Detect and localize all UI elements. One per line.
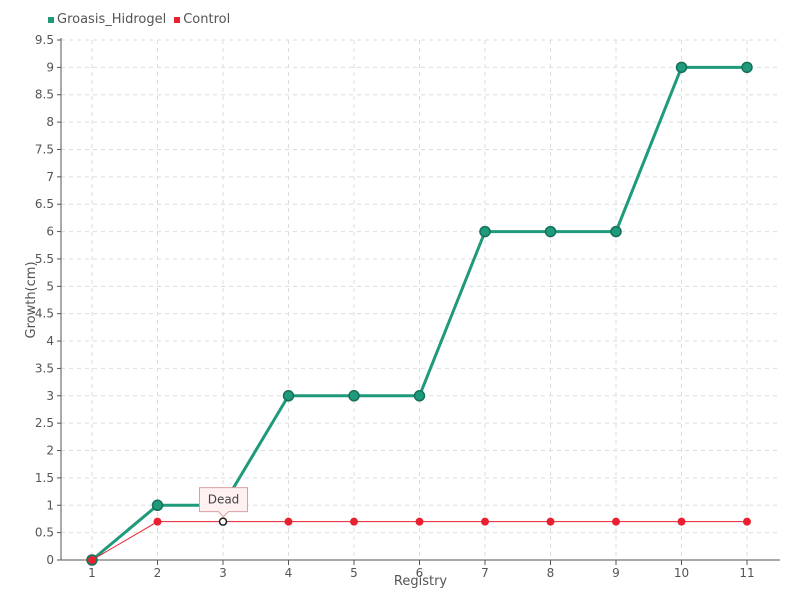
y-tick-label: 3 xyxy=(46,389,54,403)
legend-label-groasis-hidrogel: Groasis_Hidrogel xyxy=(57,12,167,27)
annotation-marker xyxy=(218,517,228,526)
annotation-tooltip: Dead xyxy=(199,487,248,518)
x-tick-label: 11 xyxy=(739,566,754,580)
data-point-groasis-hidrogel[interactable] xyxy=(413,390,426,402)
y-tick-label: 2.5 xyxy=(35,416,54,430)
x-tick-label: 10 xyxy=(674,566,689,580)
data-point-control[interactable] xyxy=(481,517,489,526)
y-tick-label: 7 xyxy=(46,170,54,184)
data-point-control[interactable] xyxy=(415,517,424,526)
data-point-control[interactable] xyxy=(153,517,162,526)
grid-layer xyxy=(61,39,780,560)
y-tick-label: 4 xyxy=(46,334,54,348)
axis-layer: 0 0.5 1 1.5 2 2.5 3 3.5 4 4.5 5 5.5 6 6.5 7 7.5 8 8.5 9 9.5… xyxy=(35,33,780,580)
x-tick-label: 8 xyxy=(547,566,555,580)
data-point-groasis-hidrogel[interactable] xyxy=(544,225,557,238)
x-tick-label: 3 xyxy=(219,566,227,580)
y-tick-label: 6 xyxy=(46,225,54,239)
y-tick-label: 9 xyxy=(46,60,54,74)
tooltip-text: Dead xyxy=(208,493,240,507)
data-point-control[interactable] xyxy=(284,517,293,526)
x-tick-label: 6 xyxy=(416,566,424,580)
data-point-control[interactable] xyxy=(677,517,686,526)
y-tick-label: 5 xyxy=(46,279,54,293)
y-tick-label: 4.5 xyxy=(35,307,54,321)
data-point-control[interactable] xyxy=(612,517,620,526)
tooltip-box xyxy=(199,487,248,518)
data-point-groasis-hidrogel[interactable] xyxy=(675,61,688,74)
legend-label-control: Control xyxy=(183,12,231,27)
data-point-control[interactable] xyxy=(350,517,358,526)
y-tick-label: 0.5 xyxy=(35,526,54,540)
x-tick-label: 1 xyxy=(88,566,96,580)
data-point-control[interactable] xyxy=(546,517,555,526)
chart-legend: Groasis_Hidrogel Control xyxy=(48,12,230,27)
x-tick-label: 2 xyxy=(154,566,162,580)
legend-swatch-groasis-hidrogel xyxy=(48,16,54,23)
y-tick-label: 8 xyxy=(46,115,54,129)
y-tick-label: 7.5 xyxy=(35,142,54,156)
y-tick-label: 8.5 xyxy=(35,88,54,102)
data-point-groasis-hidrogel[interactable] xyxy=(348,390,360,402)
data-point-control[interactable] xyxy=(88,556,96,564)
x-tick-label: 5 xyxy=(350,566,358,580)
data-point-control[interactable] xyxy=(743,517,751,526)
x-tick-label: 7 xyxy=(481,566,489,580)
y-tick-label: 3.5 xyxy=(35,361,54,375)
y-tick-label: 1.5 xyxy=(35,471,54,485)
y-tick-label: 2 xyxy=(46,444,54,458)
data-point-groasis-hidrogel[interactable] xyxy=(479,225,491,238)
x-tick-label: 9 xyxy=(612,566,620,580)
legend-item-control[interactable]: Control xyxy=(174,12,230,27)
annotation-layer: Dead xyxy=(199,487,248,526)
y-tick-label: 1 xyxy=(46,498,54,512)
data-point-groasis-hidrogel[interactable] xyxy=(151,499,164,512)
data-point-groasis-hidrogel[interactable] xyxy=(282,390,295,402)
legend-swatch-control xyxy=(174,16,181,23)
x-axis-title: Registry xyxy=(394,574,448,589)
legend-item-groasis-hidrogel[interactable]: Groasis_Hidrogel xyxy=(48,12,166,27)
y-axis-title: Growth(cm) xyxy=(24,261,39,338)
y-tick-label: 9.5 xyxy=(35,33,54,47)
x-tick-label: 4 xyxy=(285,566,293,580)
y-tick-label: 0 xyxy=(46,553,54,567)
y-tick-label: 6.5 xyxy=(35,197,54,211)
y-tick-label: 5.5 xyxy=(35,252,54,266)
data-point-groasis-hidrogel[interactable] xyxy=(610,225,622,238)
data-point-groasis-hidrogel[interactable] xyxy=(741,61,753,74)
